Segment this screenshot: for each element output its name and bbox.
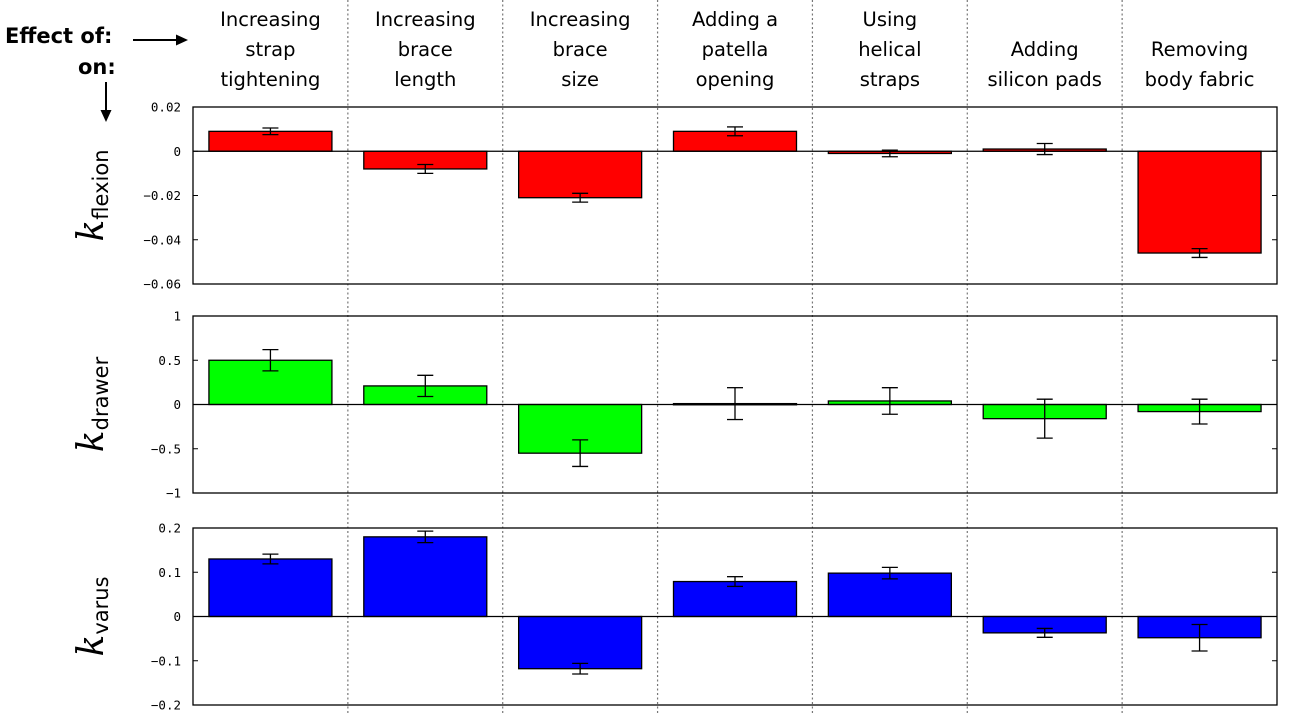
bar (517, 150, 643, 199)
bar (827, 572, 953, 618)
effect-of-label: Effect of: (5, 24, 112, 48)
error-bar (262, 127, 279, 136)
column-separators (347, 0, 1123, 713)
y-axis-label-main: k (71, 430, 112, 452)
y-tick-label: 0 (173, 144, 181, 159)
y-axis-label-sub: flexion (89, 149, 113, 219)
column-header-line: Increasing (220, 8, 321, 31)
bar (672, 580, 798, 618)
y-tick-label: 0.5 (158, 353, 181, 368)
column-header-line: strap (245, 38, 295, 61)
bar (517, 615, 643, 670)
y-tick-label: 0.02 (151, 100, 181, 115)
column-header-line: length (394, 68, 456, 91)
on-label: on: (78, 55, 116, 79)
column-header-line: silicon pads (987, 68, 1102, 91)
error-bar (1191, 623, 1208, 652)
on-arrow (100, 82, 112, 122)
error-bar (1036, 398, 1053, 439)
panel-flexion: 0.02 0 −0.02 −0.04 −0.06 kflexion (71, 100, 1278, 292)
column-header-line: brace (553, 38, 608, 61)
bar (208, 558, 333, 618)
column-headers: Increasing strap tightening Increasing brace… (220, 8, 1254, 91)
y-axis-label-main: k (71, 220, 112, 242)
error-bar (417, 374, 434, 398)
y-axis-label-sub: drawer (89, 356, 113, 430)
y-axis-label: kflexion (71, 149, 113, 241)
error-bar (262, 553, 279, 565)
column-header-line: Removing (1151, 38, 1248, 61)
bar (363, 536, 488, 618)
y-tick-label: −1 (166, 486, 181, 501)
error-bar (572, 192, 589, 203)
y-tick-label: −0.06 (143, 277, 181, 292)
column-header-line: body fabric (1145, 68, 1255, 91)
effect-of-arrow (133, 34, 188, 46)
y-tick-label: 0 (173, 609, 181, 624)
column-header-line: size (561, 68, 599, 91)
column-header-line: opening (696, 68, 775, 91)
error-bar (417, 163, 434, 175)
column-header-line: brace (398, 38, 453, 61)
bar (1137, 150, 1262, 254)
panel-varus: 0.2 0.1 0 −0.1 −0.2 kvarus (71, 521, 1278, 713)
column-header-line: Increasing (530, 8, 631, 31)
panel-drawer: 1 0.5 0 −0.5 −1 kdrawer (71, 309, 1278, 501)
error-bar (881, 566, 898, 580)
error-bar (1191, 247, 1208, 259)
error-bar (572, 439, 589, 468)
error-bar (417, 530, 434, 544)
y-axis-label: kdrawer (71, 356, 113, 452)
column-header-line: Increasing (375, 8, 476, 31)
error-bar (727, 126, 743, 137)
y-tick-label: 1 (173, 309, 181, 324)
error-bar (881, 149, 898, 158)
column-header-line: Adding (1011, 38, 1079, 61)
error-bar (1191, 398, 1208, 425)
y-tick-label: −0.02 (143, 188, 181, 203)
y-axis-label-sub: varus (89, 576, 113, 634)
y-tick-label: 0.1 (158, 565, 181, 580)
error-bar (881, 387, 898, 415)
column-header-line: helical (858, 38, 921, 61)
y-tick-label: −0.04 (143, 232, 181, 247)
y-tick-label: 0 (173, 397, 181, 412)
panels: 0.020−0.02−0.04−0.06kflexion10.50−0.5−1k… (71, 100, 1278, 713)
column-header-line: straps (860, 68, 920, 91)
header-layer: Effect of: on: (5, 24, 188, 122)
y-tick-label: −0.1 (151, 653, 181, 668)
error-bar (1036, 627, 1053, 638)
error-bar (727, 576, 743, 588)
y-tick-label: 0.2 (158, 521, 181, 536)
column-header-line: patella (702, 38, 769, 61)
column-header-line: Using (863, 8, 918, 31)
y-tick-label: −0.2 (151, 698, 181, 713)
error-bar (572, 662, 589, 675)
error-bar (727, 387, 743, 421)
column-header-line: tightening (220, 68, 320, 91)
y-axis-label-main: k (71, 635, 112, 657)
column-header-line: Adding a (692, 8, 778, 31)
error-bar (1036, 142, 1053, 156)
y-tick-label: −0.5 (151, 441, 181, 456)
error-bar (262, 348, 279, 372)
y-axis-label: kvarus (71, 576, 113, 656)
